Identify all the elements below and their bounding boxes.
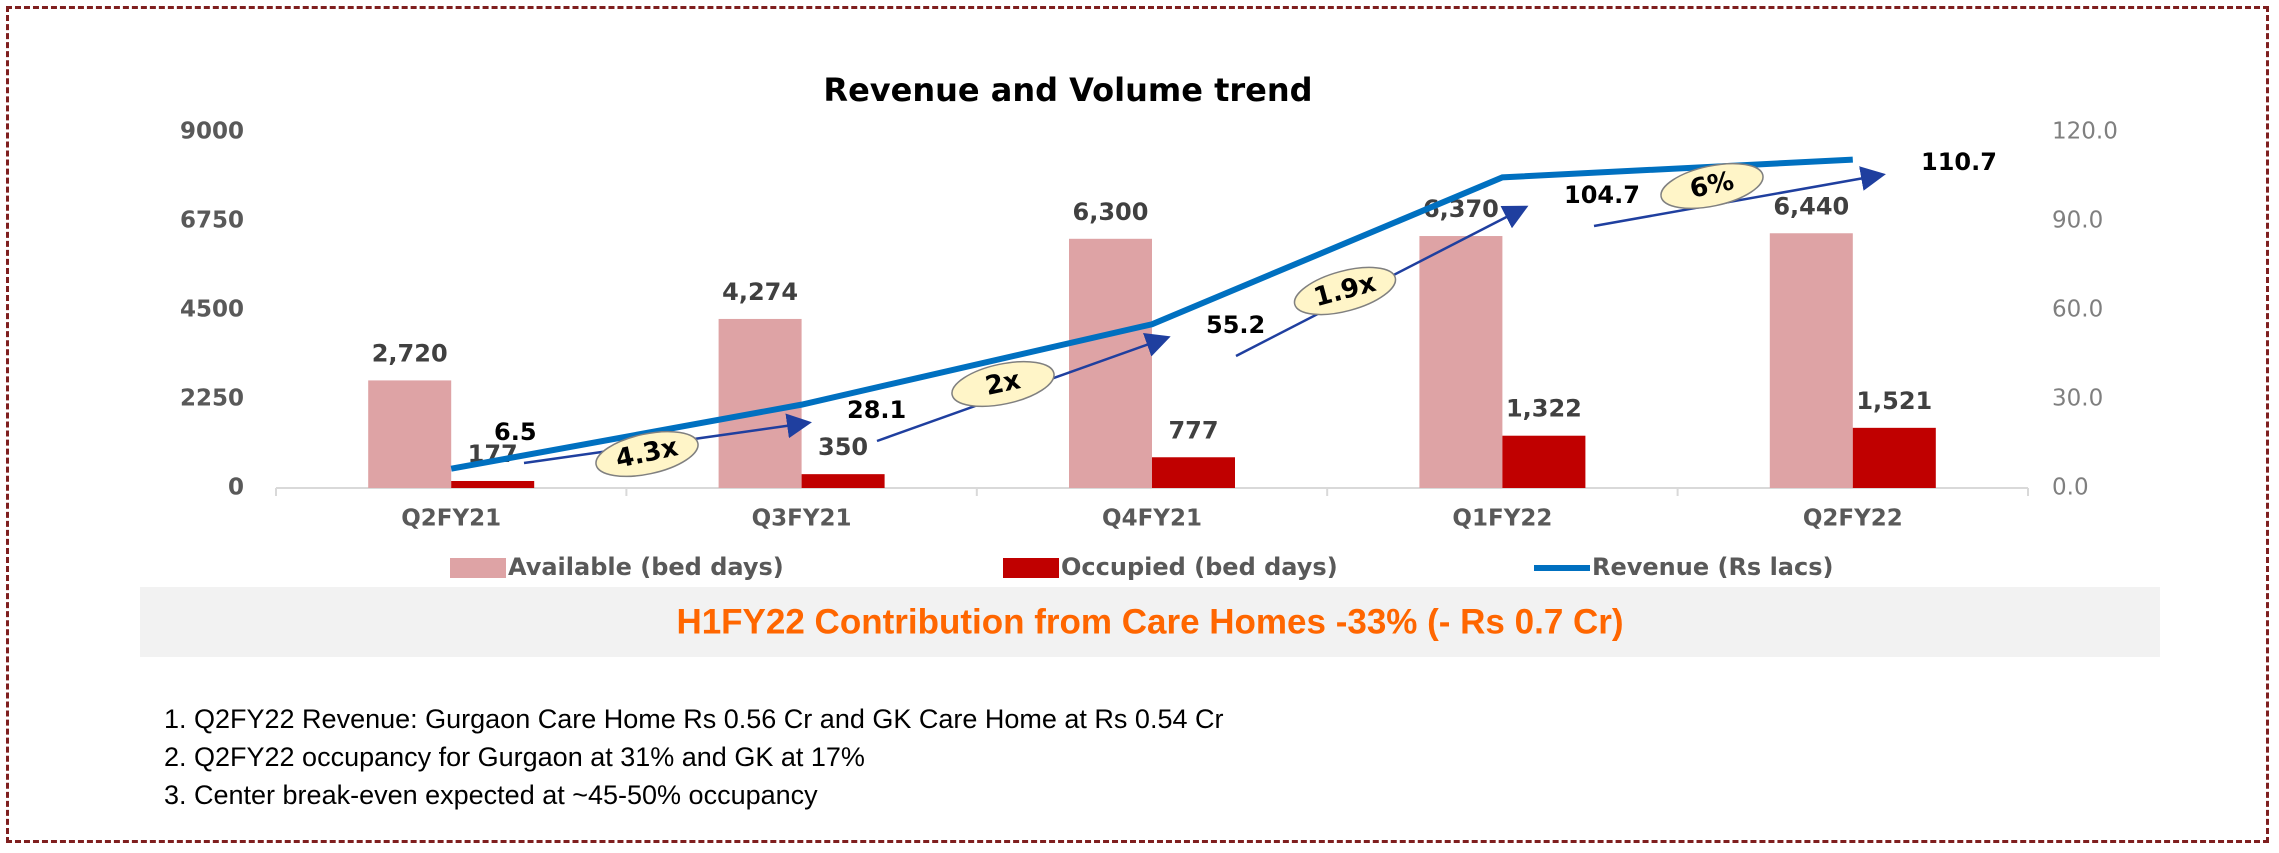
- x-tick-label: Q1FY22: [1452, 506, 1552, 532]
- legend-swatch: [1003, 558, 1059, 578]
- y2-tick-label: 60.0: [2052, 297, 2103, 323]
- bar: [1852, 427, 1936, 488]
- notes: Q2FY22 Revenue: Gurgaon Care Home Rs 0.5…: [150, 700, 1223, 814]
- y-tick-label: 9000: [180, 119, 244, 145]
- growth-oval: [1293, 266, 1397, 316]
- y-tick-label: 6750: [180, 208, 244, 234]
- x-tick-label: Q3FY21: [752, 506, 852, 532]
- data-label: 28.1: [847, 396, 906, 424]
- bar: [1152, 457, 1235, 488]
- revenue-line: [450, 156, 1853, 472]
- data-label: 350: [818, 433, 868, 461]
- chart: Revenue and Volume trend H1FY22 Contribu…: [140, 71, 2160, 657]
- y-tick-label: 4500: [180, 297, 244, 323]
- x-tick-label: Q2FY22: [1803, 506, 1903, 532]
- x-tick-label: Q2FY21: [401, 506, 501, 532]
- legend-swatch: [450, 558, 506, 578]
- data-label: 1,322: [1506, 395, 1582, 423]
- y2-tick-label: 120.0: [2052, 119, 2118, 145]
- data-label: 2,720: [372, 339, 448, 367]
- data-label: 6,300: [1073, 198, 1149, 226]
- bar: [1069, 238, 1152, 488]
- data-label: 55.2: [1206, 311, 1265, 339]
- legend-label: Available (bed days): [508, 553, 784, 581]
- bar: [801, 474, 885, 488]
- data-label: 777: [1168, 416, 1218, 444]
- data-label: 1,521: [1856, 387, 1932, 415]
- legend-label: Revenue (Rs lacs): [1592, 553, 1833, 581]
- y2-tick-label: 30.0: [2052, 386, 2103, 412]
- x-tick-label: Q4FY21: [1102, 506, 1202, 532]
- growth-oval: [1660, 162, 1764, 210]
- note: Center break-even expected at ~45-50% oc…: [194, 776, 1223, 814]
- bar: [451, 480, 535, 488]
- banner: H1FY22 Contribution from Care Homes -33%…: [676, 602, 1623, 641]
- data-label: 6,370: [1423, 195, 1499, 223]
- bar: [368, 380, 452, 488]
- banner-bg: [140, 587, 2160, 657]
- growth-arrow: [1593, 166, 1886, 228]
- y2-tick-label: 0.0: [2052, 475, 2089, 501]
- data-label: 4,274: [722, 278, 798, 306]
- growth-oval: [951, 360, 1055, 408]
- bar: [1769, 233, 1853, 488]
- data-label: 6.5: [494, 418, 537, 446]
- y2-tick-label: 90.0: [2052, 208, 2103, 234]
- note: Q2FY22 Revenue: Gurgaon Care Home Rs 0.5…: [194, 700, 1223, 738]
- chart-title: Revenue and Volume trend: [823, 71, 1312, 109]
- legend-label: Occupied (bed days): [1061, 553, 1338, 581]
- note: Q2FY22 occupancy for Gurgaon at 31% and …: [194, 738, 1223, 776]
- data-label: 6,440: [1773, 192, 1849, 220]
- bar: [1502, 435, 1586, 488]
- data-label: 104.7: [1564, 181, 1640, 209]
- data-label: 110.7: [1921, 148, 1997, 176]
- y-tick-label: 0: [228, 475, 244, 501]
- growth-oval: [595, 430, 699, 478]
- bar: [718, 318, 802, 488]
- y-tick-label: 2250: [180, 386, 244, 412]
- growth-label: 2x: [983, 365, 1024, 402]
- page-border: [6, 6, 2269, 843]
- bar: [1419, 236, 1503, 488]
